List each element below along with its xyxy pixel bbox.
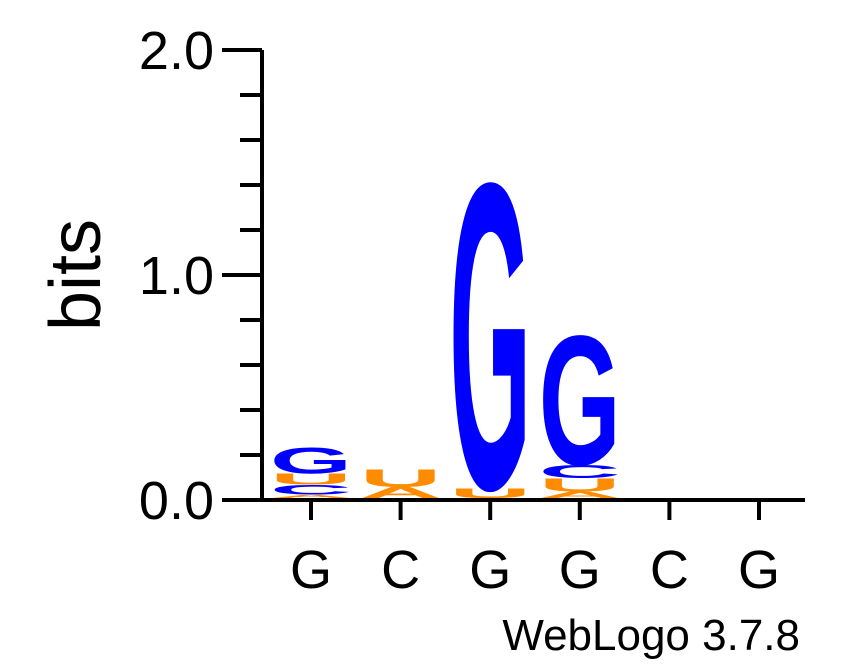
svg-text:G: G xyxy=(539,297,621,503)
logo-letter-U: U xyxy=(360,465,442,492)
svg-text:A: A xyxy=(360,484,442,501)
weblogo-version-footer: WebLogo 3.7.8 xyxy=(502,611,800,660)
position-label: C xyxy=(650,540,689,600)
logo-letter-A: A xyxy=(270,494,352,499)
logo-letter-U: U xyxy=(449,486,531,501)
svg-text:G: G xyxy=(449,93,531,581)
y-axis: 0.0 1.0 2.0 xyxy=(139,21,264,531)
svg-text:U: U xyxy=(360,465,442,492)
x-axis xyxy=(222,498,805,520)
logo-letter-U: U xyxy=(270,471,352,488)
logo-letter-A: A xyxy=(360,484,442,501)
logo-letter-C: C xyxy=(270,482,352,497)
logo-letter-U: U xyxy=(539,475,621,496)
svg-text:C: C xyxy=(539,461,621,482)
position-label: G xyxy=(738,540,780,600)
svg-text:A: A xyxy=(270,494,352,499)
y-tick-label: 0.0 xyxy=(139,471,214,531)
logo-letter-C: C xyxy=(539,461,621,482)
svg-text:A: A xyxy=(539,490,621,500)
position-label: G xyxy=(559,540,601,600)
svg-text:U: U xyxy=(270,471,352,488)
logo-letter-G: G xyxy=(270,440,352,481)
logo-letter-G: G xyxy=(539,297,621,503)
y-axis-title: bits xyxy=(36,219,116,331)
y-tick-label: 1.0 xyxy=(139,246,214,306)
logo-letter-G: G xyxy=(449,93,531,581)
position-label: G xyxy=(290,540,332,600)
y-tick-label: 2.0 xyxy=(139,21,214,81)
position-label: G xyxy=(469,540,511,600)
svg-text:C: C xyxy=(270,482,352,497)
logo-letter-A: A xyxy=(539,490,621,500)
position-label: C xyxy=(381,540,420,600)
svg-text:U: U xyxy=(539,475,621,496)
svg-text:U: U xyxy=(449,486,531,501)
svg-text:G: G xyxy=(270,440,352,481)
